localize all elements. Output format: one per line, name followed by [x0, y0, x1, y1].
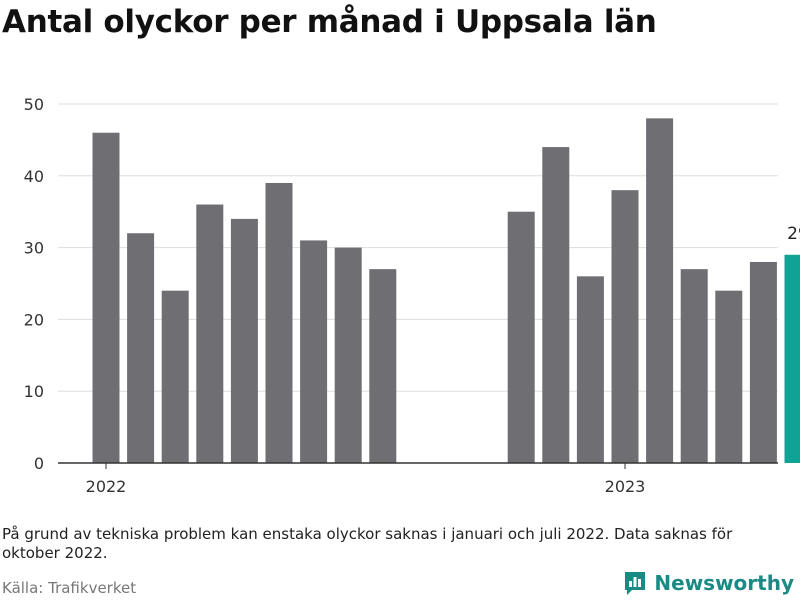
bar — [161, 290, 189, 463]
x-tick-label: 2022 — [86, 477, 127, 496]
bar — [92, 132, 120, 463]
y-tick-label: 40 — [24, 167, 44, 186]
y-tick-label: 30 — [24, 239, 44, 258]
y-tick-label: 50 — [24, 95, 44, 114]
newsworthy-logo-icon — [625, 572, 646, 595]
y-tick-label: 10 — [24, 382, 44, 401]
chart-title: Antal olyckor per månad i Uppsala län — [2, 4, 657, 40]
bar — [300, 240, 328, 463]
bar — [680, 269, 708, 463]
bar — [265, 182, 293, 464]
x-tick-label: 2023 — [605, 477, 646, 496]
brand-name: Newsworthy — [654, 571, 794, 595]
bar — [542, 147, 570, 463]
bar — [196, 204, 224, 463]
newsworthy-brand[interactable]: Newsworthy — [623, 570, 794, 596]
bar-chart: 0 10 20 30 40 50 29 2022 2023 — [24, 95, 800, 496]
bar — [646, 118, 674, 464]
y-tick-label: 20 — [24, 310, 44, 329]
bar — [715, 290, 743, 463]
bar — [369, 269, 397, 463]
bar — [611, 190, 639, 463]
chart-note: På grund av tekniska problem kan enstaka… — [2, 525, 733, 562]
bar — [749, 261, 777, 463]
bar — [784, 254, 800, 463]
bar — [230, 218, 258, 463]
bar — [334, 247, 362, 463]
y-tick-label: 0 — [34, 454, 44, 473]
data-label: 29 — [787, 224, 800, 244]
bar — [507, 211, 535, 463]
bar — [576, 276, 604, 463]
bar — [127, 233, 155, 463]
source-label: Källa: Trafikverket — [2, 579, 137, 597]
